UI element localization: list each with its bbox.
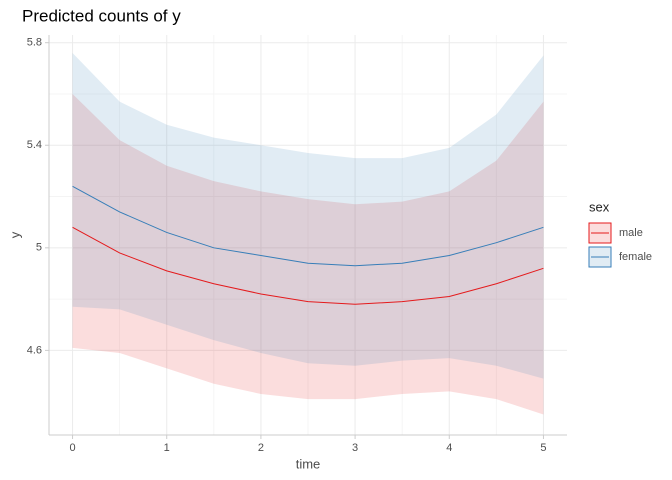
x-tick-label: 0	[69, 442, 75, 454]
y-tick-label: 5.8	[27, 37, 42, 49]
confidence-band	[72, 93, 544, 415]
line	[72, 226, 544, 305]
x-tick-label: 5	[540, 442, 546, 454]
legend-label: male	[619, 227, 643, 239]
confidence-band	[72, 52, 544, 379]
line	[72, 185, 544, 267]
y-axis-label: y	[7, 231, 22, 238]
y-tick-label: 5	[36, 242, 42, 254]
x-tick-label: 4	[446, 442, 452, 454]
y-tick-label: 5.4	[27, 139, 42, 151]
chart-title: Predicted counts of y	[22, 6, 181, 25]
x-tick-label: 2	[258, 442, 264, 454]
legend-title: sex	[589, 199, 610, 214]
y-tick-label: 4.6	[27, 344, 42, 356]
x-axis-label: time	[296, 456, 321, 471]
legend-label: female	[619, 251, 652, 263]
x-tick-label: 3	[352, 442, 358, 454]
x-tick-label: 1	[164, 442, 170, 454]
